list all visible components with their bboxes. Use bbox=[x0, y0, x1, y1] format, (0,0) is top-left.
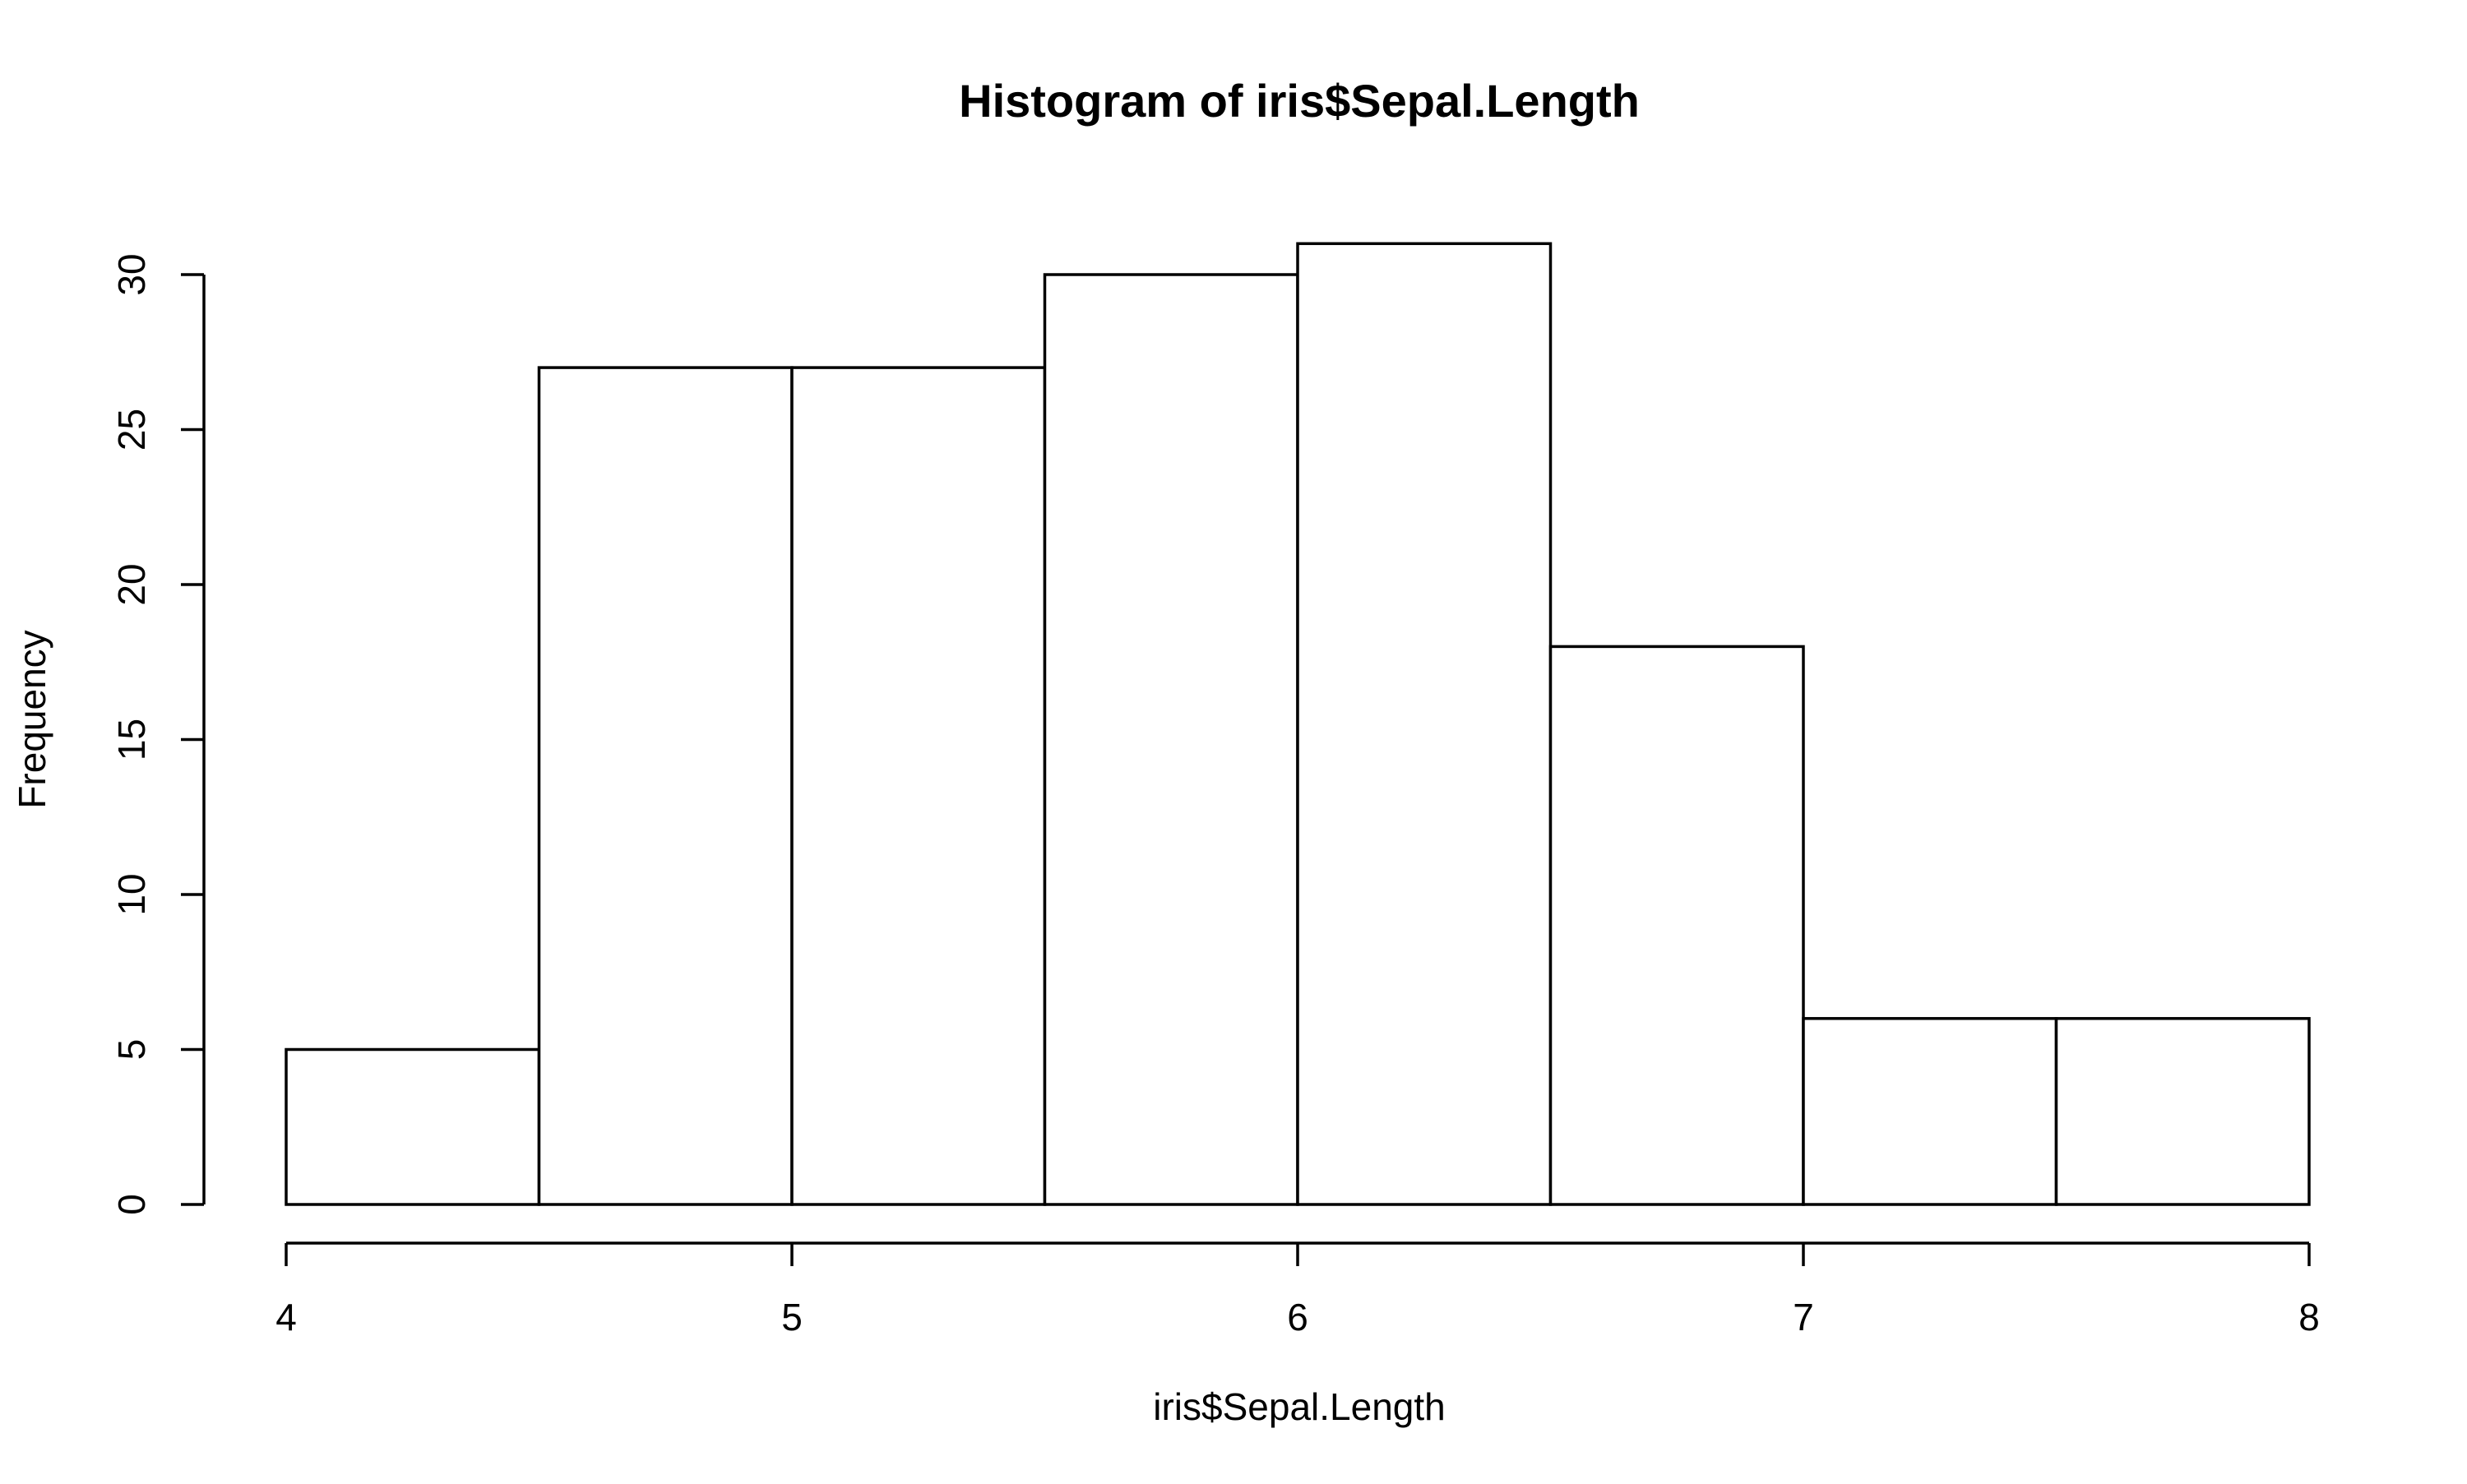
x-tick-label: 5 bbox=[781, 1296, 803, 1338]
x-tick-label: 8 bbox=[2298, 1296, 2320, 1338]
y-tick-label: 30 bbox=[110, 253, 153, 295]
histogram-bar-2 bbox=[537, 366, 794, 1206]
histogram-bar-6 bbox=[1548, 645, 1805, 1206]
y-axis-label: Frequency bbox=[11, 630, 53, 808]
y-tick-label: 10 bbox=[110, 873, 153, 915]
histogram-bar-7 bbox=[1802, 1017, 2058, 1206]
y-tick-label: 25 bbox=[110, 409, 153, 451]
x-tick-label: 7 bbox=[1793, 1296, 1814, 1338]
x-tick-label: 4 bbox=[275, 1296, 297, 1338]
histogram-bar-3 bbox=[790, 366, 1047, 1206]
histogram-bar-5 bbox=[1296, 242, 1553, 1206]
histogram-bar-8 bbox=[2054, 1017, 2311, 1206]
x-axis: 4 5 6 7 8 bbox=[275, 1241, 2320, 1338]
histogram-bar-4 bbox=[1043, 273, 1299, 1206]
bars-group bbox=[285, 242, 2311, 1206]
y-tick-label: 0 bbox=[110, 1194, 153, 1215]
x-tick-label: 6 bbox=[1287, 1296, 1308, 1338]
x-axis-label: iris$Sepal.Length bbox=[1153, 1385, 1445, 1428]
y-tick-label: 5 bbox=[110, 1039, 153, 1061]
y-tick-label: 20 bbox=[110, 563, 153, 605]
y-tick-label: 15 bbox=[110, 719, 153, 760]
chart-title: Histogram of iris$Sepal.Length bbox=[959, 75, 1640, 127]
y-axis: 0 5 10 15 20 25 30 bbox=[110, 253, 206, 1215]
histogram-bar-1 bbox=[285, 1047, 541, 1206]
